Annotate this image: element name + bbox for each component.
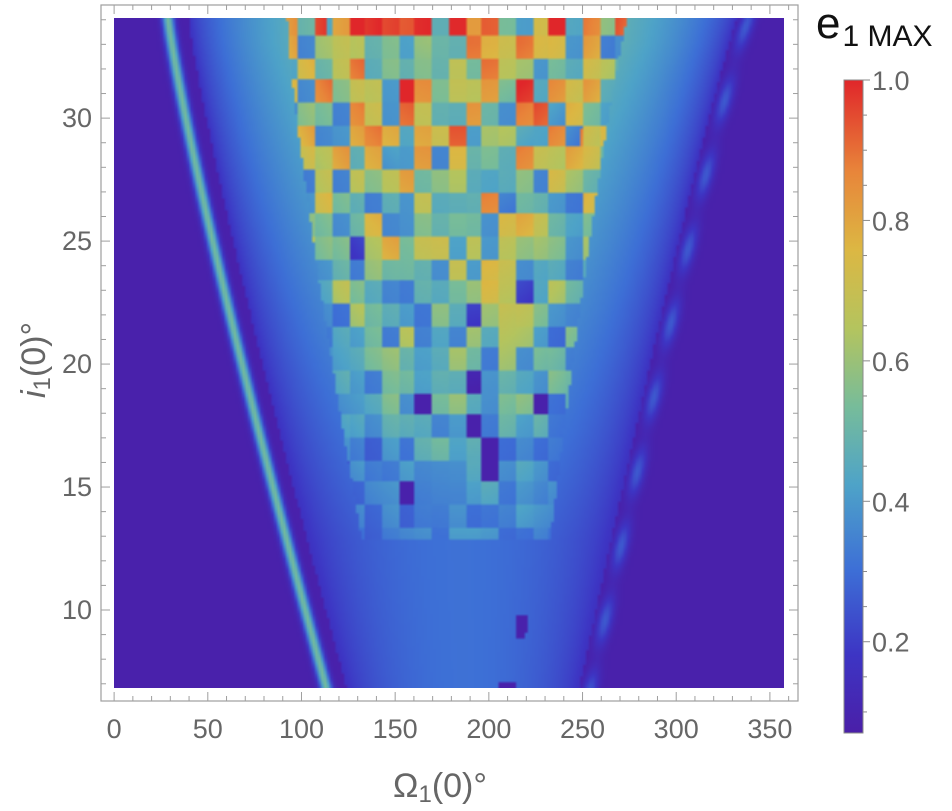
x-tick-label: 250 (560, 714, 605, 744)
y-axis-title: i1(0)° (15, 322, 56, 398)
x-axis-title: Ω1(0)° (393, 767, 487, 808)
colorbar-ticks: 0.2 0.4 0.6 0.8 1.0 (863, 66, 910, 713)
x-tick-label: 0 (107, 714, 122, 744)
x-tick-label: 100 (279, 714, 324, 744)
colorbar-tick-label: 0.4 (872, 487, 910, 517)
x-tick-label: 200 (466, 714, 511, 744)
y-tick-label: 30 (62, 103, 92, 133)
x-tick-label: 350 (747, 714, 792, 744)
colorbar-tick-label: 1.0 (872, 66, 910, 96)
y-tick-label: 25 (62, 226, 92, 256)
x-tick-label: 150 (373, 714, 418, 744)
x-tick-label: 50 (193, 714, 223, 744)
colorbar-tick-label: 0.2 (872, 628, 910, 658)
x-axis-ticks: 0 50 100 150 200 250 300 350 (107, 5, 792, 744)
heatmap (114, 18, 784, 688)
x-tick-label: 300 (654, 714, 699, 744)
colorbar-title: e1 MAX (816, 0, 933, 53)
heatmap-image (114, 18, 784, 688)
colorbar (843, 79, 864, 734)
y-axis-ticks: 10 15 20 25 30 (62, 19, 798, 685)
y-tick-label: 20 (62, 349, 92, 379)
y-tick-label: 15 (62, 472, 92, 502)
colorbar-tick-label: 0.8 (872, 206, 910, 236)
colorbar-tick-label: 0.6 (872, 347, 910, 377)
y-tick-label: 10 (62, 595, 92, 625)
